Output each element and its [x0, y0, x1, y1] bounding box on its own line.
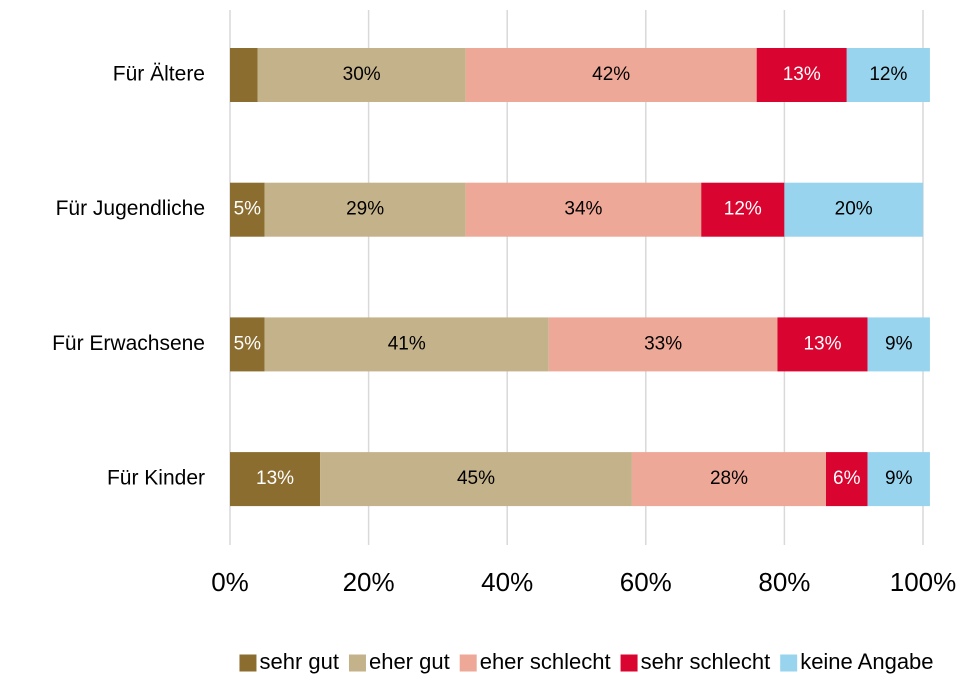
data-label: 13%	[256, 468, 294, 489]
data-label: 20%	[835, 199, 873, 220]
bar-segment	[548, 317, 778, 372]
bar-segment	[784, 182, 923, 237]
bar-segment	[756, 48, 847, 102]
data-label: 33%	[644, 333, 682, 354]
legend: sehr gut eher gut eher schlecht sehr schlec…	[239, 649, 934, 674]
y-tick-label: Für Erwachsene	[52, 332, 205, 355]
data-label: 6%	[833, 468, 861, 489]
data-label: 29%	[346, 199, 384, 220]
data-label: 45%	[457, 468, 495, 489]
legend-label: sehr gut	[259, 649, 339, 674]
data-label: 12%	[724, 199, 762, 220]
data-label: 28%	[710, 468, 748, 489]
y-tick-label: Für Kinder	[107, 467, 205, 490]
bar-segment	[230, 452, 321, 507]
data-label: 30%	[343, 64, 381, 85]
x-tick-label: 60%	[620, 567, 672, 597]
legend-swatch	[239, 654, 257, 672]
bar-segment	[825, 452, 868, 507]
bar-segment	[867, 452, 930, 507]
data-label: 42%	[592, 64, 630, 85]
bar-segment	[465, 182, 702, 237]
bar-segment	[465, 48, 757, 102]
legend-swatch	[620, 654, 638, 672]
legend-label: sehr schlecht	[641, 649, 771, 674]
bar-segment	[846, 48, 930, 102]
bar-segment	[257, 48, 466, 102]
bar-segment	[230, 317, 265, 372]
bar-segment	[230, 182, 265, 237]
data-label: 34%	[564, 199, 602, 220]
y-tick-label: Für Ältere	[113, 63, 205, 86]
bar-segment	[631, 452, 826, 507]
legend-label: eher gut	[369, 649, 450, 674]
data-label: 12%	[869, 64, 907, 85]
legend-swatch	[780, 654, 798, 672]
bar-segment	[777, 317, 868, 372]
legend-swatch	[348, 654, 366, 672]
x-tick-label: 0%	[211, 567, 249, 597]
data-label: 13%	[803, 333, 841, 354]
legend-label: eher schlecht	[480, 649, 611, 674]
data-label: 9%	[885, 468, 913, 489]
y-tick-label: Für Jugendliche	[56, 197, 205, 220]
bar-segment	[867, 317, 930, 372]
bar-segment	[701, 182, 785, 237]
legend-label: keine Angabe	[800, 649, 933, 674]
bar-segment	[230, 48, 258, 102]
x-tick-label: 80%	[758, 567, 810, 597]
x-tick-label: 100%	[890, 567, 957, 597]
x-tick-label: 40%	[481, 567, 533, 597]
data-label: 13%	[783, 64, 821, 85]
data-label: 5%	[234, 333, 262, 354]
legend-swatch	[459, 654, 477, 672]
data-label: 9%	[885, 333, 913, 354]
x-tick-label: 20%	[343, 567, 395, 597]
bar-segment	[264, 317, 549, 372]
data-label: 5%	[234, 199, 262, 220]
bar-segment	[320, 452, 632, 507]
data-label: 41%	[388, 333, 426, 354]
bar-segment	[264, 182, 466, 237]
